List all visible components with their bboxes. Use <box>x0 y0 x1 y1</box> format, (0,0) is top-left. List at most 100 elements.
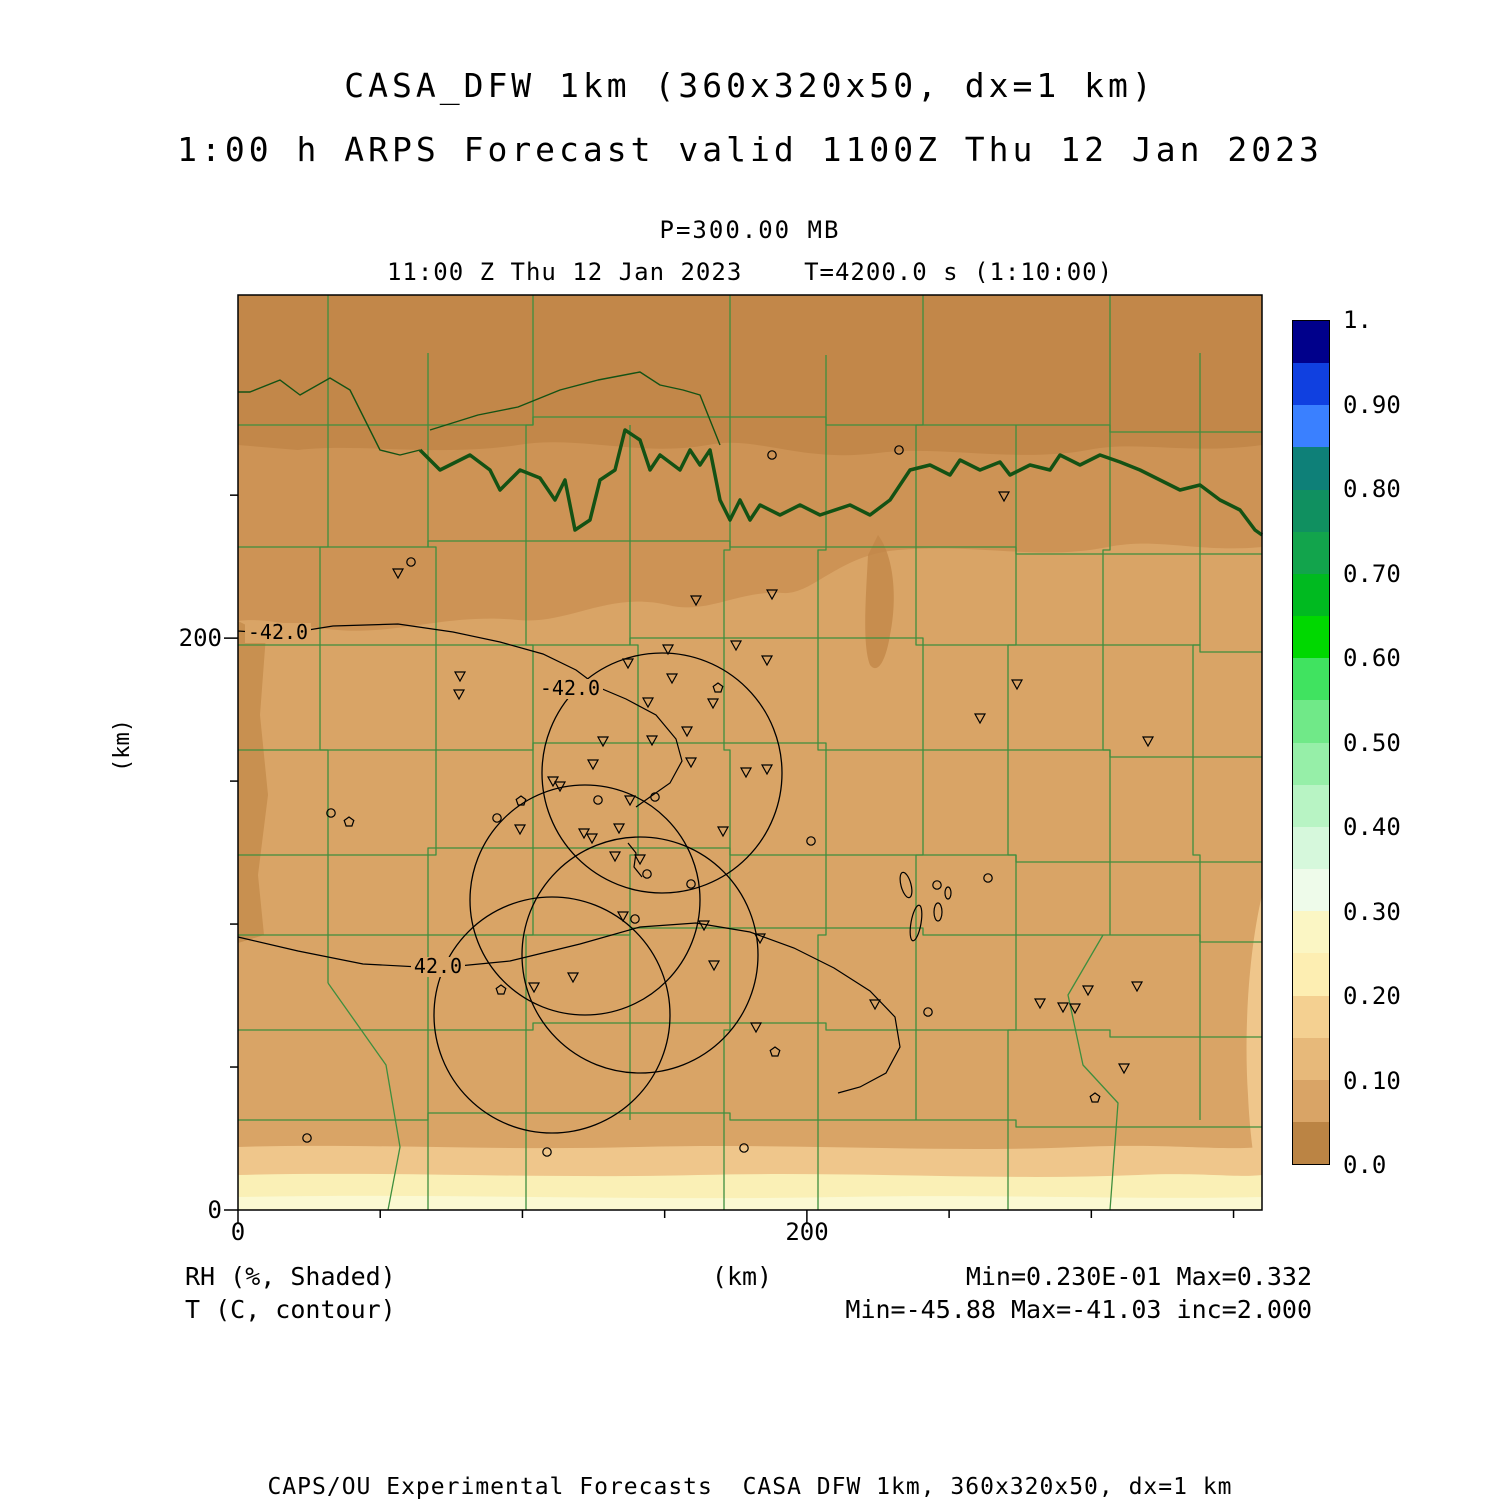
colorbar-labels: 1. 0.90 0.80 0.70 0.60 0.50 0.40 0.30 0.20 0.10 0.… <box>1343 306 1453 1179</box>
station-marker-triangle <box>1141 736 1155 748</box>
colorbar-cell <box>1293 658 1329 701</box>
station-marker-triangle <box>739 767 753 779</box>
station-marker-triangle <box>623 795 637 807</box>
x-axis-tick-0: 0 <box>230 1218 246 1246</box>
colorbar-cell <box>1293 321 1329 364</box>
contour-label: -42.0 <box>540 676 600 700</box>
colorbar-cell <box>1293 1037 1329 1080</box>
station-marker-triangle <box>716 826 730 838</box>
station-marker-triangle <box>621 658 635 670</box>
station-marker-triangle <box>1033 998 1047 1010</box>
county-boundaries <box>238 295 1262 1211</box>
station-marker-triangle <box>1010 679 1024 691</box>
colorbar-cell <box>1293 953 1329 996</box>
station-marker-triangle <box>680 726 694 738</box>
page-subtitle: 1:00 h ARPS Forecast valid 1100Z Thu 12 … <box>177 130 1323 169</box>
station-marker-circle <box>686 879 696 889</box>
station-marker-circle <box>642 869 652 879</box>
station-marker-triangle <box>1056 1002 1070 1014</box>
station-marker-triangle <box>633 854 647 866</box>
x-axis-unit-label: (km) <box>711 1262 773 1291</box>
contour-label-bg <box>537 679 603 699</box>
station-marker-triangle <box>1081 985 1095 997</box>
colorbar-tick-label: 0.60 <box>1343 644 1401 672</box>
station-marker-triangle <box>868 999 882 1011</box>
contour-label: -42.0 <box>248 620 308 644</box>
colorbar-tick-label: 0.30 <box>1343 897 1401 926</box>
station-marker-triangle <box>749 1022 763 1034</box>
station-marker-triangle <box>608 851 622 863</box>
plot-frame <box>237 294 1263 1211</box>
station-marker-circle <box>650 792 660 802</box>
station-marker-circle <box>406 557 416 567</box>
rh-shading <box>238 295 1262 1210</box>
station-marker-circle <box>593 795 603 805</box>
colorbar-cell <box>1293 405 1329 448</box>
station-marker-pentagon <box>769 1046 781 1057</box>
colorbar-tick-label: 0.80 <box>1343 475 1401 503</box>
station-marker-triangle <box>527 982 541 994</box>
station-marker-triangle <box>689 595 703 607</box>
station-marker-triangle <box>553 781 567 793</box>
station-marker-triangle <box>566 972 580 984</box>
colorbar-cell <box>1293 616 1329 659</box>
map-overlay: -42.0 -42.0 42.0 <box>245 445 1155 1157</box>
station-marker-triangle <box>665 673 679 685</box>
station-marker-triangle <box>684 757 698 769</box>
colorbar-cell <box>1293 784 1329 827</box>
colorbar-cell <box>1293 447 1329 490</box>
station-marker-circle <box>630 914 640 924</box>
station-marker-triangle <box>707 960 721 972</box>
station-marker-circle <box>492 813 502 823</box>
station-marker-triangle <box>586 759 600 771</box>
station-marker-triangle <box>1117 1063 1131 1075</box>
colorbar-cell <box>1293 489 1329 532</box>
station-marker-pentagon <box>495 984 507 995</box>
contour-label: 42.0 <box>414 954 462 978</box>
station-marker-circle <box>923 1007 933 1017</box>
station-marker-triangle <box>641 697 655 709</box>
station-marker-triangle <box>585 833 599 845</box>
colorbar-tick-label: 0.70 <box>1343 559 1401 588</box>
station-marker-triangle <box>706 698 720 710</box>
station-marker-pentagon <box>1089 1092 1101 1103</box>
station-marker-circle <box>542 1147 552 1157</box>
station-marker-triangle <box>616 911 630 923</box>
station-marker-circle <box>894 445 904 455</box>
station-marker-circle <box>983 873 993 883</box>
colorbar-tick-label: 0.40 <box>1343 813 1401 841</box>
station-marker-circle <box>806 836 816 846</box>
colorbar-tick-label: 1. <box>1343 306 1372 334</box>
station-marker-triangle <box>596 736 610 748</box>
contour-field-label: T (C, contour) <box>185 1295 396 1324</box>
station-marker-triangle <box>453 671 467 683</box>
contour-field-stats: Min=-45.88 Max=-41.03 inc=2.000 <box>845 1295 1312 1324</box>
colorbar-cell <box>1293 573 1329 617</box>
station-marker-triangle <box>645 735 659 747</box>
colorbar-cell <box>1293 995 1329 1038</box>
colorbar-cell <box>1293 531 1329 574</box>
colorbar-cell <box>1293 742 1329 785</box>
station-marker-triangle <box>973 713 987 725</box>
station-marker-triangle <box>661 644 675 656</box>
colorbar-tick-label: 0.10 <box>1343 1066 1401 1095</box>
station-marker-triangle <box>997 491 1011 503</box>
colorbar-tick-label: 0.50 <box>1343 728 1401 757</box>
station-marker-triangle <box>760 764 774 776</box>
station-marker-triangle <box>753 933 767 945</box>
station-marker-triangle <box>1068 1003 1082 1015</box>
colorbar-cell <box>1293 911 1329 954</box>
x-axis-tick-200: 200 <box>785 1218 829 1246</box>
axis-ticks <box>224 494 1235 1224</box>
station-marker-triangle <box>765 589 779 601</box>
colorbar-tick-label: 0.20 <box>1343 982 1401 1010</box>
station-marker-pentagon <box>343 816 355 827</box>
station-marker-circle <box>739 1143 749 1153</box>
station-marker-pentagon <box>712 682 724 693</box>
station-marker-triangle <box>1130 981 1144 993</box>
station-marker-triangle <box>729 640 743 652</box>
river-thin-creek <box>429 371 721 446</box>
contour-label-bg <box>245 623 311 643</box>
footer-credit: CAPS/OU Experimental Forecasts CASA DFW … <box>267 1474 1233 1500</box>
